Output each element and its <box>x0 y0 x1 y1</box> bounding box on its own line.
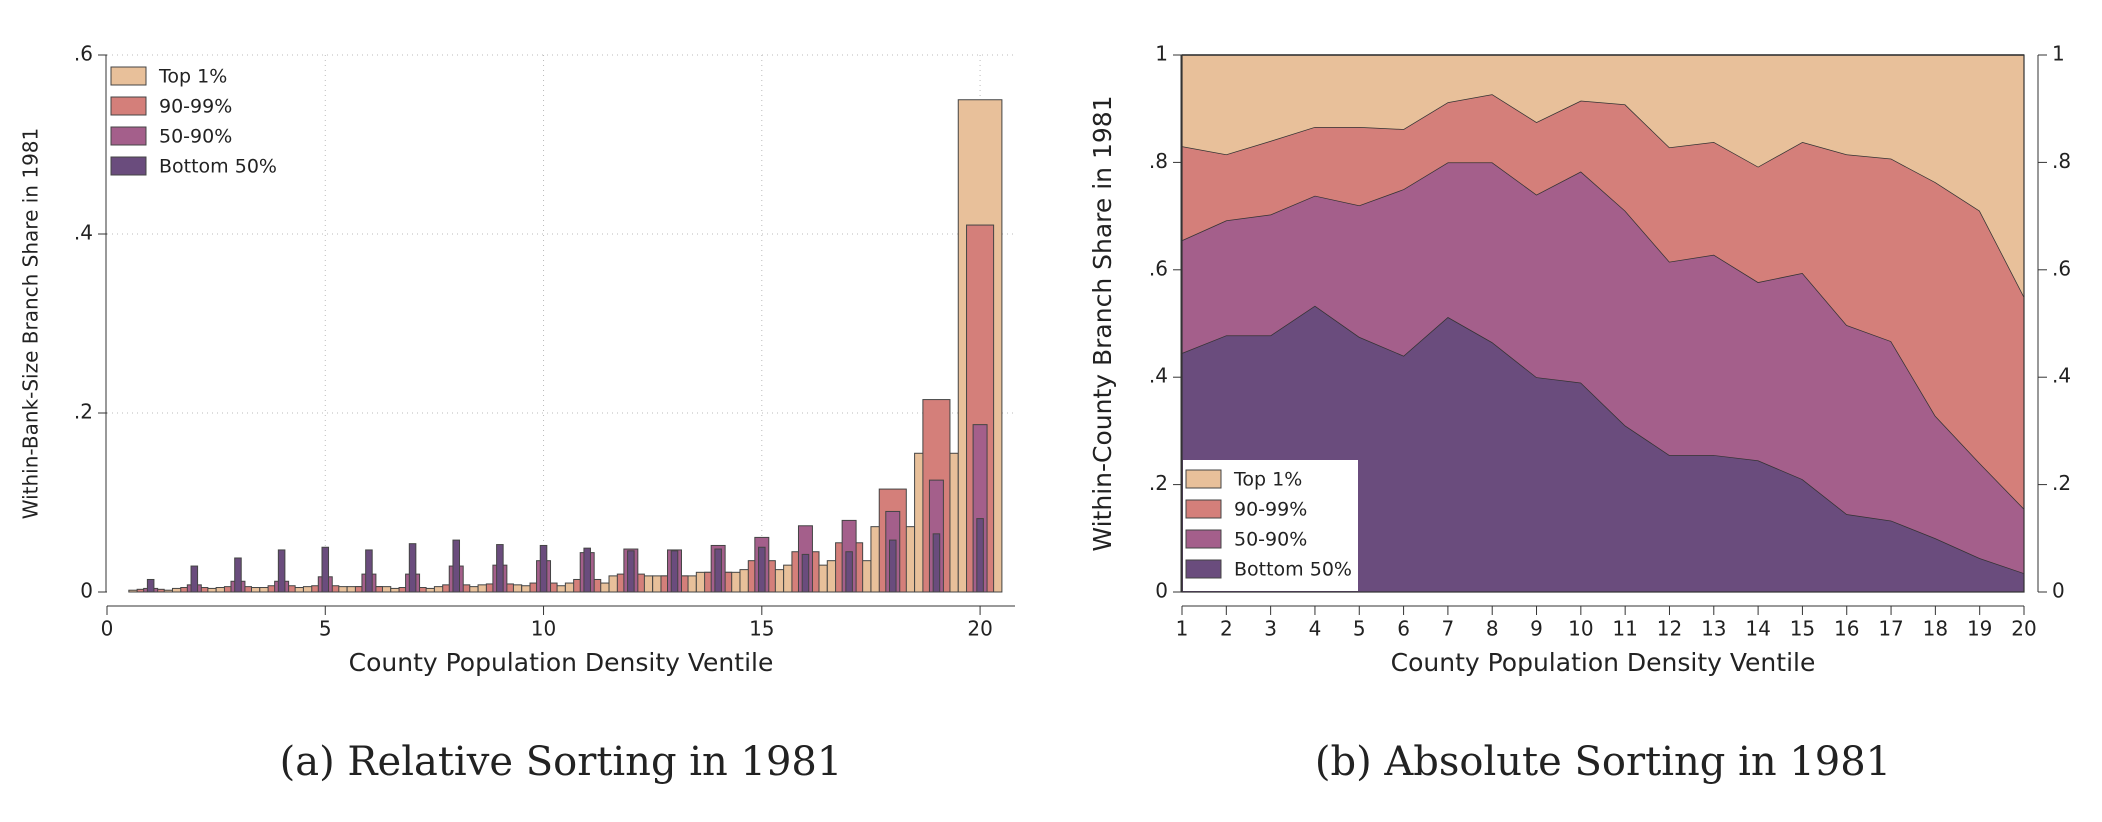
chart-panel: 0 .2 .4 .6 0 5 10 15 20 Top 1% 90-99% 50-90% Bottom … <box>19 42 1015 785</box>
bar <box>801 553 810 593</box>
y2-tick-label: .8 <box>2052 149 2071 173</box>
bar <box>976 518 984 593</box>
y-axis-title: Within-Bank-Size Branch Share in 1981 <box>19 128 43 519</box>
bar <box>234 557 242 593</box>
legend-label: Top 1% <box>158 66 227 88</box>
x-tick-label: 6 <box>1397 617 1410 641</box>
y-tick-label: 0 <box>80 579 93 603</box>
x-tick-label: 18 <box>1923 617 1948 641</box>
bar <box>190 565 199 593</box>
legend-label: 90-99% <box>159 96 232 118</box>
legend-swatch <box>110 96 147 116</box>
bar <box>539 544 548 593</box>
x-tick-label: 10 <box>1568 617 1593 641</box>
x-tick-label: 8 <box>1486 617 1499 641</box>
bar <box>583 547 591 593</box>
x-tick-label: 9 <box>1530 617 1543 641</box>
plot-frame <box>1181 54 2025 593</box>
x-tick-label: 5 <box>1353 617 1366 641</box>
bar <box>932 533 941 593</box>
x-tick-label: 15 <box>1790 617 1815 641</box>
x-axis-title: County Population Density Ventile <box>1391 648 1816 677</box>
legend-label: 50-90% <box>159 126 232 148</box>
y-tick-label: .4 <box>74 221 93 245</box>
bar <box>146 578 155 593</box>
x-tick-label: 20 <box>2011 617 2036 641</box>
x-tick-label: 16 <box>1834 617 1859 641</box>
legend-swatch <box>1185 499 1222 519</box>
bar <box>758 546 766 593</box>
legend-swatch <box>1185 469 1222 489</box>
chart-panel: 0.2.4.6.811 2 3 4 5 6 7 8 9 10 11 12 13 14 15 16 17 18 19 2… <box>1088 42 2071 786</box>
y-tick-label: .2 <box>74 400 93 424</box>
legend-swatch <box>1185 559 1222 579</box>
x-tick-label: 2 <box>1220 617 1233 641</box>
area <box>1182 94 2024 509</box>
x-tick-label: 0 <box>101 617 114 641</box>
x-tick-label: 5 <box>319 617 332 641</box>
x-tick-label: 13 <box>1701 617 1726 641</box>
x-tick-label: 15 <box>749 617 774 641</box>
legend-swatch <box>110 156 147 176</box>
y-axis-title: Within-County Branch Share in 1981 <box>1088 95 1117 551</box>
bar <box>627 550 635 593</box>
y2-tick-label: 1 <box>2052 42 2065 66</box>
legend-label: Bottom 50% <box>1234 559 1352 581</box>
area <box>1182 55 2024 297</box>
legend-label: 90-99% <box>1234 499 1307 521</box>
x-tick-label: 3 <box>1264 617 1277 641</box>
y-tick-label: .8 <box>1149 149 1168 173</box>
x-axis-title: County Population Density Ventile <box>349 648 774 677</box>
x-tick-label: 17 <box>1878 617 1903 641</box>
bar <box>321 546 330 593</box>
y-tick-label: .2 <box>1149 471 1168 495</box>
y2-tick-label: .6 <box>2052 256 2071 280</box>
x-tick-label: 19 <box>1967 617 1992 641</box>
y-tick-label: .4 <box>1149 364 1168 388</box>
bar <box>408 543 417 593</box>
legend-label: 50-90% <box>1234 529 1307 551</box>
legend-swatch <box>110 66 147 86</box>
legend-swatch <box>110 126 147 146</box>
bar <box>845 551 853 593</box>
caption: (b) Absolute Sorting in 1981 <box>1315 739 1891 785</box>
y-tick-label: .6 <box>74 42 93 66</box>
y2-tick-label: .4 <box>2052 364 2071 388</box>
bar <box>452 539 461 593</box>
x-tick-label: 14 <box>1745 617 1770 641</box>
x-tick-label: 20 <box>967 617 992 641</box>
y2-tick-label: 0 <box>2052 579 2065 603</box>
bar <box>496 544 504 593</box>
bar <box>365 549 373 593</box>
y-tick-label: .6 <box>1149 256 1168 280</box>
x-tick-label: 1 <box>1176 617 1189 641</box>
area <box>1182 305 2024 592</box>
caption: (a) Relative Sorting in 1981 <box>280 739 843 785</box>
area <box>1182 162 2024 574</box>
x-tick-label: 10 <box>531 617 556 641</box>
legend-swatch <box>1185 529 1222 549</box>
bar <box>714 548 722 593</box>
legend-label: Top 1% <box>1233 469 1302 491</box>
y2-tick-label: .2 <box>2052 471 2071 495</box>
legend-label: Bottom 50% <box>159 156 277 178</box>
x-tick-label: 4 <box>1309 617 1322 641</box>
y-tick-label: 0 <box>1155 579 1168 603</box>
bar <box>888 539 897 593</box>
x-tick-label: 12 <box>1657 617 1682 641</box>
bar <box>277 549 286 593</box>
y-tick-label: 1 <box>1155 42 1168 66</box>
bar <box>670 550 679 593</box>
x-tick-label: 7 <box>1442 617 1455 641</box>
x-tick-label: 11 <box>1612 617 1637 641</box>
